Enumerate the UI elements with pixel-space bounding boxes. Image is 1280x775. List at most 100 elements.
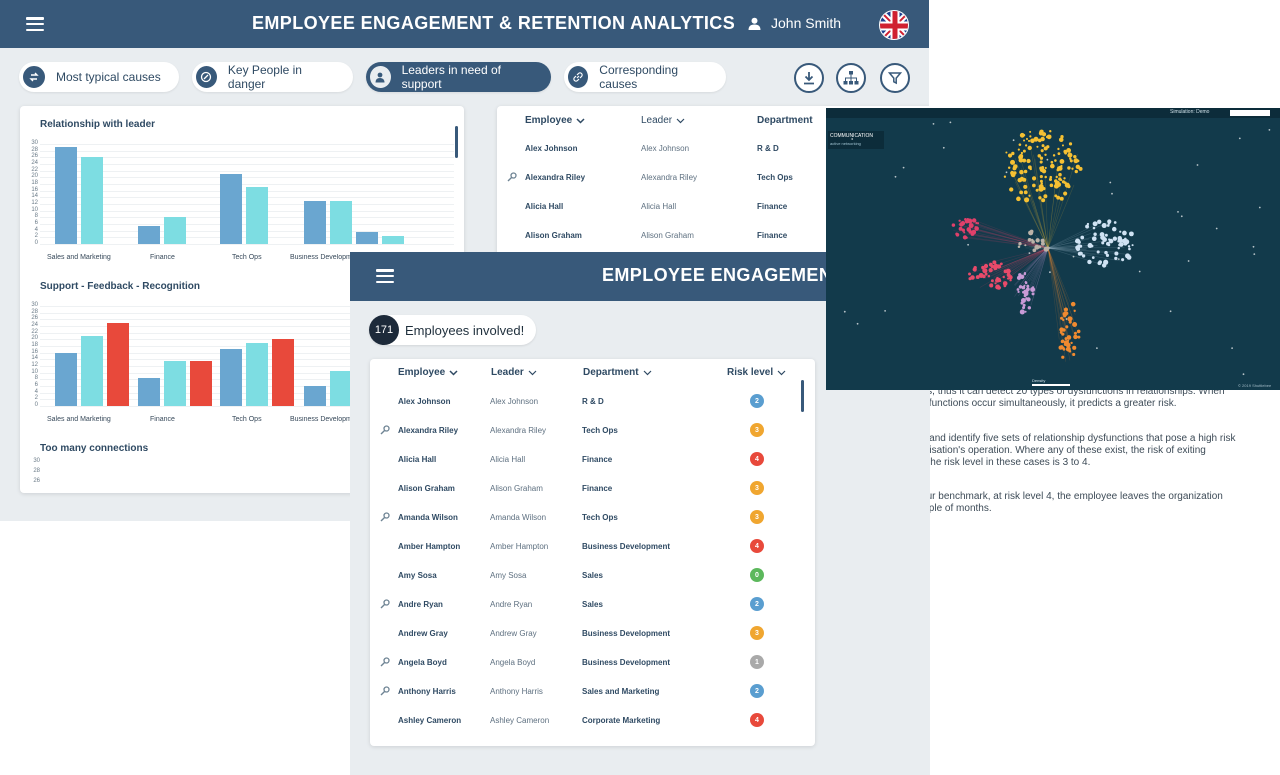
network-node[interactable]: [971, 229, 977, 235]
network-node[interactable]: [1018, 242, 1022, 246]
network-node[interactable]: [1073, 331, 1077, 335]
network-search-input[interactable]: [1230, 110, 1270, 116]
network-node[interactable]: [1085, 224, 1090, 229]
network-node[interactable]: [1019, 169, 1024, 175]
network-node[interactable]: [1086, 222, 1090, 226]
network-node[interactable]: [1056, 195, 1061, 200]
network-node[interactable]: [1113, 221, 1117, 224]
network-node[interactable]: [1059, 196, 1064, 201]
network-node[interactable]: [1044, 247, 1049, 252]
network-node[interactable]: [1041, 144, 1045, 148]
network-node[interactable]: [1087, 259, 1092, 265]
network-node[interactable]: [1024, 310, 1027, 313]
tab-corresponding-causes[interactable]: Corresponding causes: [564, 62, 726, 92]
network-node[interactable]: [1041, 132, 1047, 137]
network-node[interactable]: [1054, 194, 1058, 198]
network-node[interactable]: [1022, 158, 1027, 163]
network-node[interactable]: [1128, 231, 1134, 237]
network-node[interactable]: [1023, 169, 1028, 174]
network-node[interactable]: [1101, 263, 1107, 268]
network-node[interactable]: [958, 226, 963, 231]
network-node[interactable]: [1061, 332, 1065, 336]
column-header-department[interactable]: Department: [583, 367, 652, 378]
network-node[interactable]: [1002, 275, 1005, 279]
network-node[interactable]: [1072, 321, 1078, 327]
network-node[interactable]: [963, 231, 966, 234]
network-node[interactable]: [1089, 242, 1092, 246]
network-node[interactable]: [1044, 153, 1047, 156]
network-node[interactable]: [1106, 224, 1110, 227]
network-node[interactable]: [995, 278, 1000, 283]
network-node[interactable]: [1108, 238, 1111, 241]
network-node[interactable]: [1065, 325, 1069, 329]
network-node[interactable]: [1067, 316, 1073, 322]
charts-scrollbar[interactable]: [455, 126, 458, 158]
network-node[interactable]: [1105, 253, 1110, 257]
network-node[interactable]: [1072, 345, 1077, 350]
network-node[interactable]: [1030, 287, 1036, 292]
network-node[interactable]: [1117, 258, 1120, 260]
network-node[interactable]: [1021, 285, 1026, 290]
network-node[interactable]: [1126, 254, 1132, 260]
network-node[interactable]: [1117, 235, 1122, 241]
network-node[interactable]: [1017, 290, 1020, 293]
network-node[interactable]: [1009, 187, 1014, 192]
network-node[interactable]: [1024, 144, 1028, 147]
network-node[interactable]: [1059, 178, 1063, 182]
network-node[interactable]: [1104, 233, 1108, 237]
network-node[interactable]: [996, 285, 999, 288]
network-node[interactable]: [981, 265, 985, 270]
network-node[interactable]: [1075, 240, 1078, 243]
network-node[interactable]: [1060, 316, 1064, 320]
network-node[interactable]: [994, 282, 997, 285]
network-node[interactable]: [983, 263, 989, 269]
network-graph[interactable]: [826, 108, 1280, 390]
network-node[interactable]: [1107, 243, 1111, 247]
network-node[interactable]: [989, 283, 994, 288]
cell-employee[interactable]: Alexandra Riley: [525, 173, 586, 182]
network-node[interactable]: [1009, 279, 1012, 282]
bar-finance[interactable]: [138, 377, 160, 406]
network-node[interactable]: [1035, 238, 1040, 243]
network-node[interactable]: [973, 265, 977, 270]
network-node[interactable]: [1055, 175, 1058, 179]
network-node[interactable]: [1065, 342, 1071, 348]
density-slider[interactable]: [1032, 384, 1070, 386]
user-menu[interactable]: John Smith: [748, 15, 841, 31]
network-node[interactable]: [1092, 226, 1096, 230]
tab-key-people-in-danger[interactable]: Key People in danger: [192, 62, 353, 92]
network-node[interactable]: [1027, 145, 1032, 151]
network-side-panel[interactable]: COMMUNICATION active networking: [828, 131, 884, 149]
network-node[interactable]: [1064, 337, 1068, 341]
network-node[interactable]: [1112, 226, 1117, 232]
network-node[interactable]: [1117, 246, 1120, 250]
network-node[interactable]: [1012, 139, 1015, 142]
network-node[interactable]: [1072, 352, 1076, 357]
network-node[interactable]: [1121, 238, 1127, 244]
network-node[interactable]: [1068, 349, 1072, 353]
network-node[interactable]: [1062, 328, 1066, 332]
network-node[interactable]: [968, 223, 974, 229]
network-node[interactable]: [1035, 188, 1039, 192]
network-node[interactable]: [1067, 166, 1071, 170]
bar-tech-ops[interactable]: [220, 349, 242, 406]
cell-employee[interactable]: Alexandra Riley: [398, 426, 459, 435]
network-node[interactable]: [1002, 281, 1008, 286]
network-node[interactable]: [902, 166, 905, 169]
network-node[interactable]: [1054, 159, 1057, 162]
network-node[interactable]: [1026, 158, 1031, 164]
network-node[interactable]: [1038, 186, 1044, 192]
network-node[interactable]: [1040, 149, 1044, 153]
network-node[interactable]: [975, 275, 980, 280]
hierarchy-button[interactable]: [836, 63, 866, 93]
network-node[interactable]: [1053, 184, 1057, 188]
network-node[interactable]: [1041, 198, 1046, 203]
bar-tech-ops[interactable]: [246, 187, 268, 244]
network-node[interactable]: [1022, 149, 1026, 153]
cell-employee[interactable]: Alison Graham: [398, 484, 455, 493]
cell-employee[interactable]: Anthony Harris: [398, 687, 456, 696]
bar-finance[interactable]: [164, 361, 186, 406]
network-node[interactable]: [1039, 160, 1043, 164]
network-node[interactable]: [1268, 129, 1271, 131]
network-node[interactable]: [1242, 373, 1245, 376]
